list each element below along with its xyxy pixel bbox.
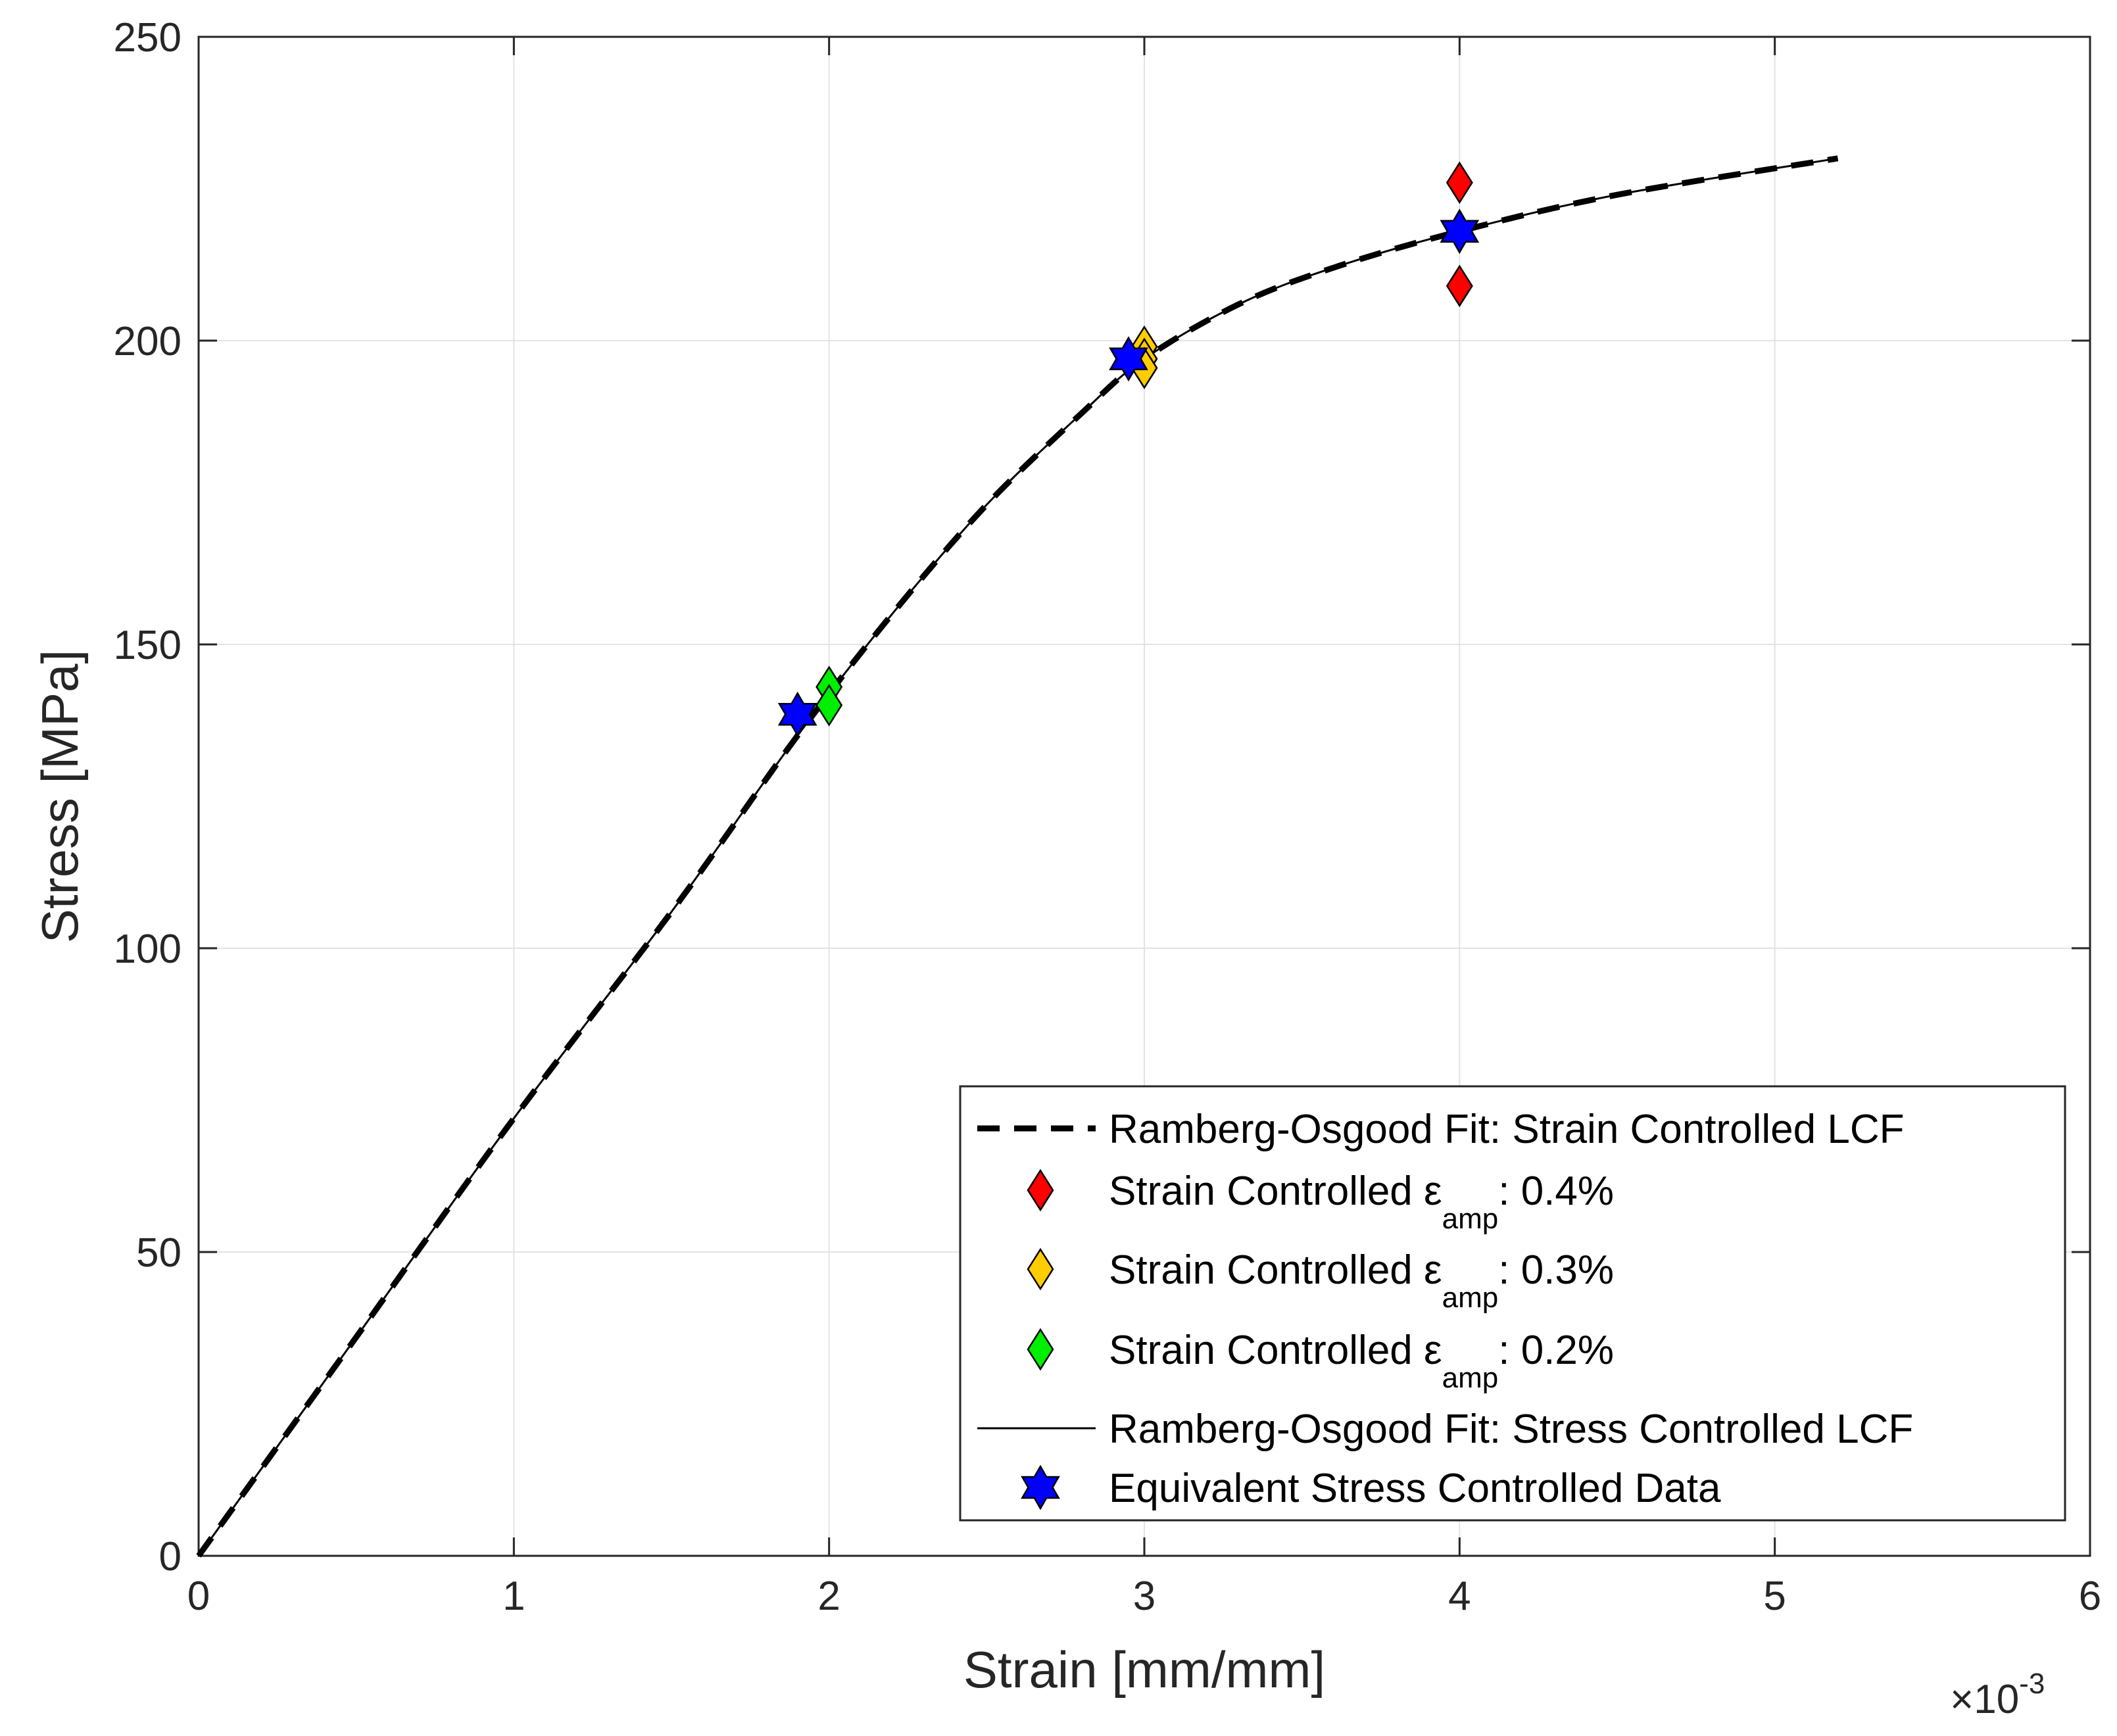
legend-label-value: : 0.3% <box>1498 1247 1614 1293</box>
x-tick-label: 1 <box>502 1574 525 1619</box>
legend-label: Strain Controlled εamp: 0.4% <box>1109 1169 1614 1235</box>
legend-label-main: Ramberg-Osgood Fit: Strain Controlled LC… <box>1109 1107 1904 1152</box>
y-axis-title: Stress [MPa] <box>31 650 89 943</box>
legend-label-value: : 0.2% <box>1498 1328 1614 1373</box>
legend-label-subscript: amp <box>1442 1282 1499 1314</box>
legend-label: Strain Controlled εamp: 0.3% <box>1109 1247 1614 1314</box>
legend-label-subscript: amp <box>1442 1362 1499 1394</box>
x-tick-label: 6 <box>2079 1574 2101 1619</box>
legend-label: Ramberg-Osgood Fit: Strain Controlled LC… <box>1109 1107 1904 1152</box>
y-tick-label: 0 <box>159 1534 182 1579</box>
legend-label: Strain Controlled εamp: 0.2% <box>1109 1328 1614 1394</box>
legend-label-main: Strain Controlled ε <box>1109 1328 1442 1373</box>
x-tick-label: 4 <box>1448 1574 1471 1619</box>
y-tick-label: 150 <box>114 623 182 668</box>
x-tick-label: 5 <box>1763 1574 1786 1619</box>
diamond-point <box>1446 264 1473 308</box>
x-tick-label: 2 <box>817 1574 840 1619</box>
legend-entry: Strain Controlled εamp: 0.4% <box>1027 1169 1614 1235</box>
diamond-point <box>1446 161 1473 205</box>
axis-labels: Strain [mm/mm] Stress [MPa] ×10-3 <box>31 650 2045 1722</box>
diamond-point <box>815 684 843 727</box>
legend-entry: Equivalent Stress Controlled Data <box>1021 1464 1721 1511</box>
legend-label-value: : 0.4% <box>1498 1169 1614 1214</box>
x-axis-multiplier: ×10-3 <box>1950 1668 2045 1722</box>
y-tick-label: 250 <box>114 15 182 60</box>
legend-label: Ramberg-Osgood Fit: Stress Controlled LC… <box>1109 1407 1913 1452</box>
star-point <box>777 691 817 737</box>
y-tick-label: 100 <box>114 927 182 972</box>
x-tick-label: 3 <box>1133 1574 1156 1619</box>
star-point <box>1109 336 1148 382</box>
legend: Ramberg-Osgood Fit: Strain Controlled LC… <box>959 1085 2066 1522</box>
legend-label-main: Equivalent Stress Controlled Data <box>1109 1466 1721 1511</box>
legend-diamond-swatch <box>1027 1247 1054 1291</box>
data-series <box>196 155 1839 1558</box>
legend-box <box>959 1085 2066 1522</box>
legend-label: Equivalent Stress Controlled Data <box>1109 1466 1721 1511</box>
legend-label-subscript: amp <box>1442 1203 1499 1235</box>
axis-ticks: 0 1 2 3 4 5 6 0 50 100 150 200 250 <box>114 15 2102 1619</box>
x-axis-title: Strain [mm/mm] <box>963 1641 1325 1699</box>
legend-entry: Ramberg-Osgood Fit: Strain Controlled LC… <box>977 1107 1904 1152</box>
y-tick-label: 50 <box>136 1230 182 1276</box>
y-tick-label: 200 <box>114 319 182 364</box>
dashed-fit-line <box>196 155 1839 1558</box>
series-0 <box>196 155 1839 1558</box>
series-5 <box>777 208 1480 737</box>
series-3 <box>815 665 843 727</box>
legend-diamond-swatch <box>1027 1328 1054 1371</box>
legend-entry: Ramberg-Osgood Fit: Stress Controlled LC… <box>977 1407 1913 1452</box>
legend-entry: Strain Controlled εamp: 0.2% <box>1027 1328 1614 1394</box>
legend-label-main: Strain Controlled ε <box>1109 1247 1442 1293</box>
legend-label-main: Strain Controlled ε <box>1109 1169 1442 1214</box>
legend-diamond-swatch <box>1027 1169 1054 1212</box>
x-axis-multiplier-exponent: -3 <box>2019 1668 2045 1700</box>
star-point <box>1440 208 1480 254</box>
legend-entry: Strain Controlled εamp: 0.3% <box>1027 1247 1614 1314</box>
legend-star-swatch <box>1021 1464 1060 1510</box>
x-tick-label: 0 <box>187 1574 210 1619</box>
legend-label-main: Ramberg-Osgood Fit: Stress Controlled LC… <box>1109 1407 1913 1452</box>
x-axis-multiplier-base: ×10 <box>1950 1677 2019 1722</box>
